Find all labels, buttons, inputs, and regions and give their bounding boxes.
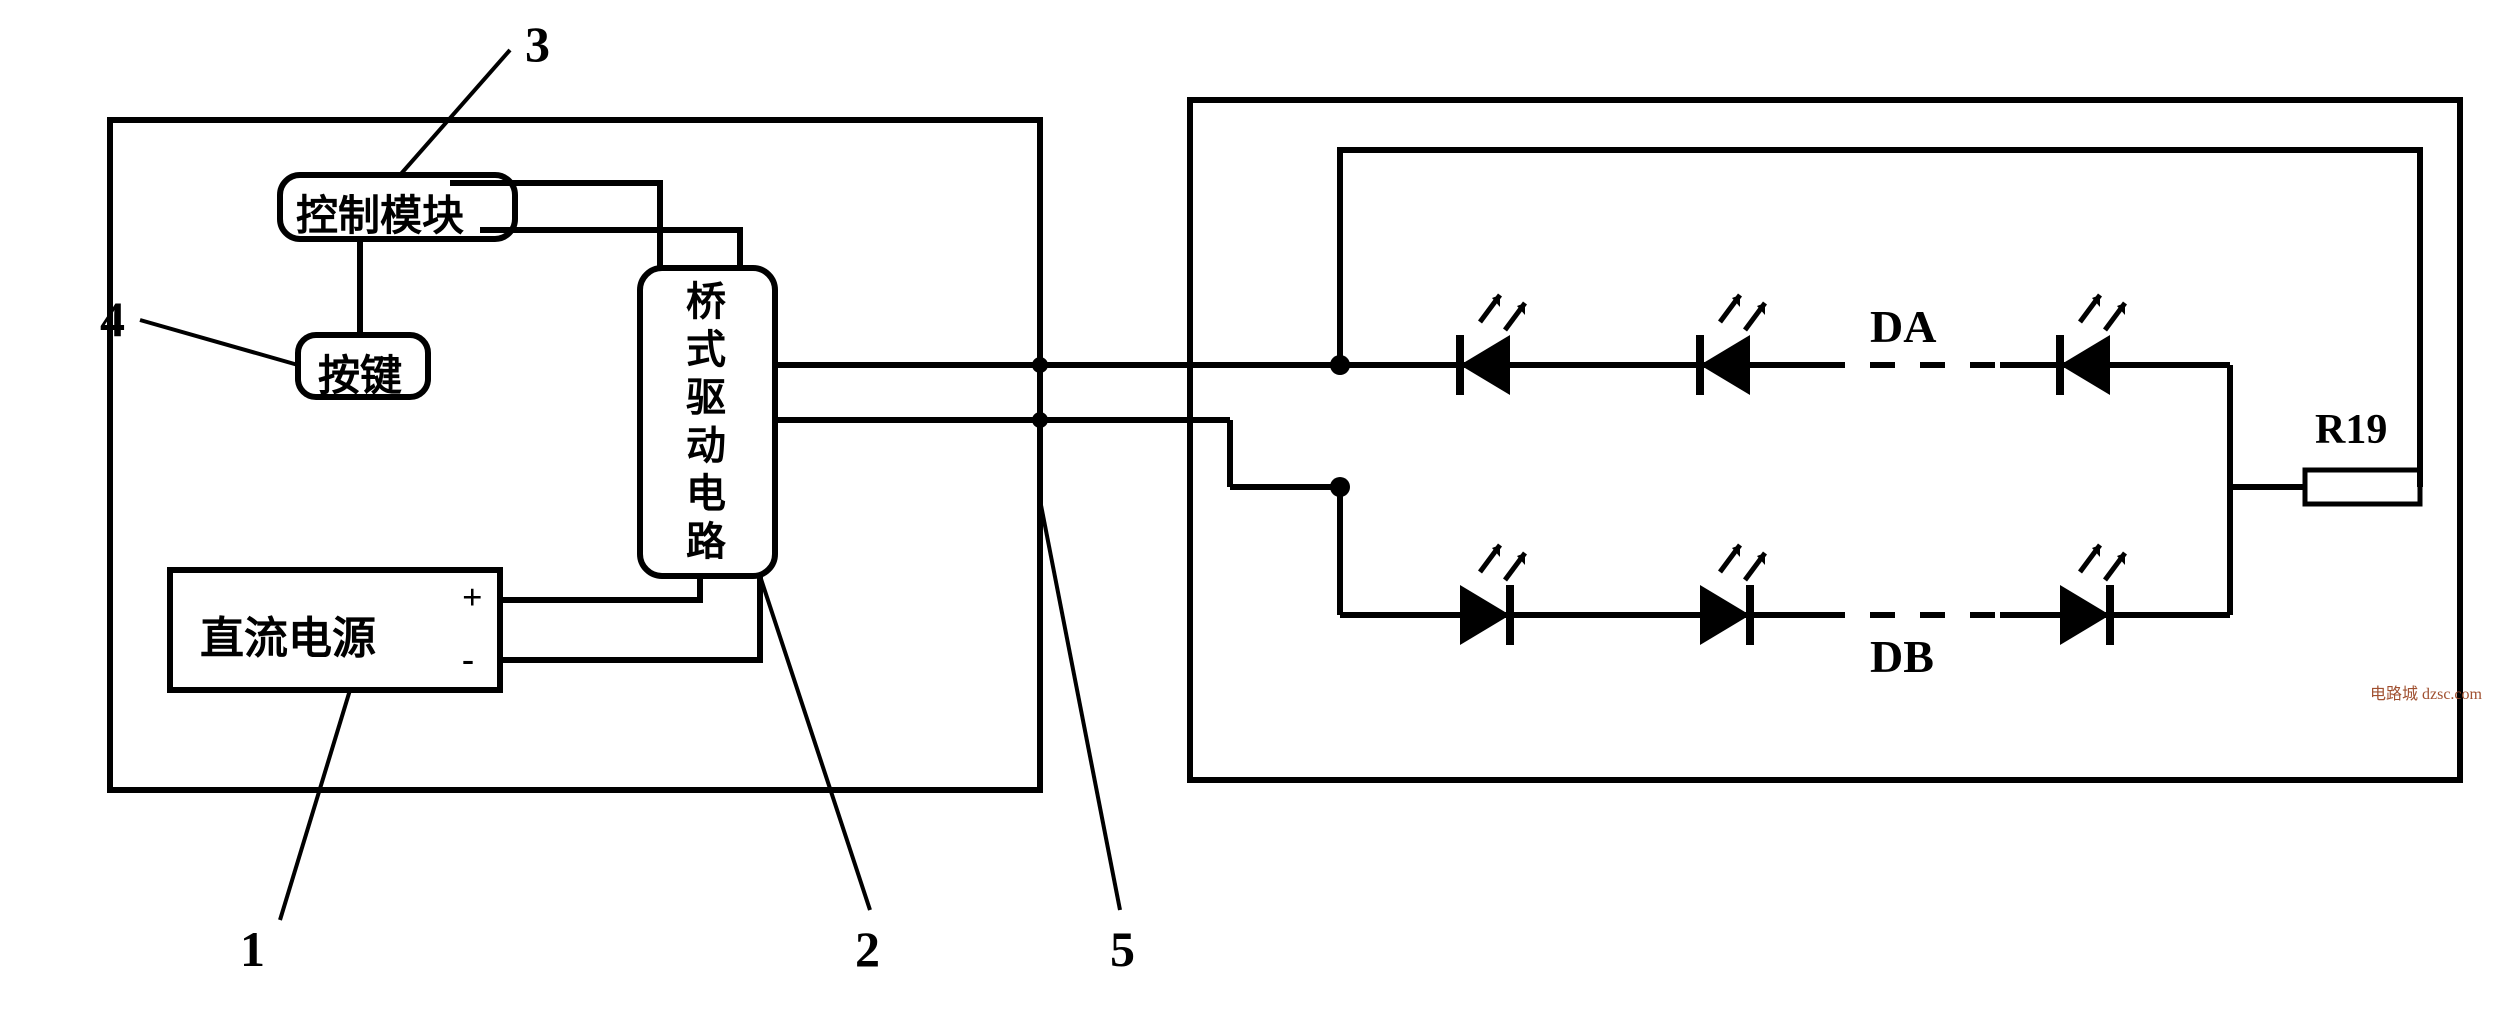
annotation-3: 3 (525, 15, 550, 73)
led-da-2 (1700, 295, 1765, 395)
annotation-1: 1 (240, 920, 265, 978)
leader-1 (280, 690, 350, 920)
bridge-line-3: 驱 (686, 374, 726, 422)
junction-dot-bottom (1032, 412, 1048, 428)
bridge-line-5: 电 (686, 470, 726, 518)
annotation-5: 5 (1110, 920, 1135, 978)
bridge-line-2: 式 (686, 326, 726, 374)
leader-4 (140, 320, 298, 365)
wire-dc-plus-to-bridge (500, 576, 700, 600)
leader-5 (1040, 500, 1120, 910)
bridge-line-1: 桥 (686, 278, 726, 326)
dc-minus: - (462, 638, 474, 680)
label-r19: R19 (2315, 406, 2387, 454)
right-container (1190, 100, 2460, 780)
bridge-line-6: 路 (686, 518, 726, 566)
leader-3 (400, 50, 510, 175)
wire-right-top-loop (1340, 150, 2420, 435)
bridge-line-4: 动 (686, 422, 726, 470)
annotation-4: 4 (100, 290, 125, 348)
led-db-2 (1700, 545, 1765, 645)
led-db-3 (2060, 545, 2125, 645)
label-da: DA (1870, 300, 1936, 353)
wire-control-to-bridge-top (450, 183, 660, 268)
label-db: DB (1870, 630, 1934, 683)
leader-2 (760, 576, 870, 910)
led-da-1 (1460, 295, 1525, 395)
button-label: 按键 (318, 342, 402, 403)
resistor-r19 (2305, 470, 2420, 504)
wire-dc-minus-to-bridge (500, 576, 760, 660)
watermark: 电路城 dzsc.com (2370, 680, 2482, 704)
control-module-label: 控制模块 (296, 182, 464, 243)
led-da-3 (2060, 295, 2125, 395)
junction-dot-top (1032, 357, 1048, 373)
led-db-1 (1460, 545, 1525, 645)
wire-control-to-bridge-bottom (480, 230, 740, 268)
bridge-driver-label: 桥 式 驱 动 电 路 (686, 278, 726, 566)
dc-plus: + (462, 576, 483, 618)
annotation-2: 2 (855, 920, 880, 978)
dc-power-label: 直流电源 (200, 602, 376, 666)
